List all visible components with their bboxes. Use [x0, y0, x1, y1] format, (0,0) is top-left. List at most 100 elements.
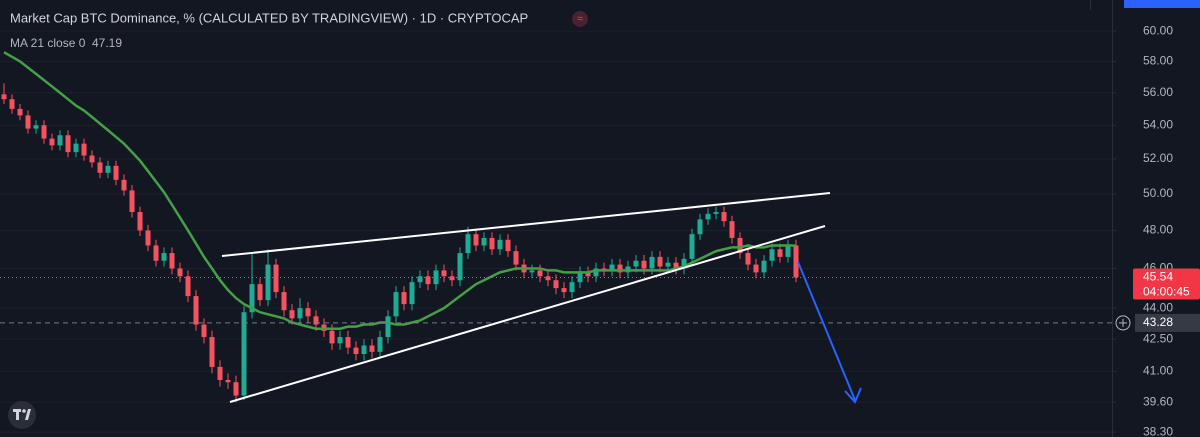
candle-body	[265, 264, 271, 301]
candle-body	[313, 316, 319, 325]
candle-body	[249, 284, 255, 313]
candle-body	[609, 264, 615, 271]
candle-body	[337, 337, 343, 344]
ma-last-value: 47.19	[92, 36, 122, 50]
ma-line	[3, 51, 797, 330]
candle-body	[657, 256, 663, 267]
candle-body	[769, 249, 775, 261]
candle-body	[65, 135, 71, 153]
top-marker[interactable]	[1124, 0, 1200, 8]
candle-body	[497, 239, 503, 250]
candle-body	[161, 253, 167, 261]
candle-body	[17, 108, 23, 116]
candle-body	[537, 270, 543, 277]
candle-body	[305, 308, 311, 317]
y-tick-label: 50.00	[1143, 186, 1173, 200]
candle-body	[649, 256, 655, 269]
candle-body	[329, 330, 335, 344]
candle-body	[393, 292, 399, 317]
candle-body	[729, 221, 735, 238]
crosshair-box	[1135, 313, 1200, 332]
candle-body	[641, 260, 647, 269]
candle-body	[273, 264, 279, 293]
candle-body	[745, 253, 751, 265]
candle-body	[473, 234, 479, 246]
candle-body	[57, 135, 63, 146]
candle-body	[425, 276, 431, 285]
last-price-box	[1133, 268, 1200, 300]
candle-body	[553, 280, 559, 289]
candle-body	[513, 251, 519, 265]
candle-body	[185, 276, 191, 297]
candle-body	[617, 264, 623, 273]
candle-body	[361, 345, 367, 354]
candle-body	[345, 337, 351, 348]
candle-body	[153, 245, 159, 261]
axis-labels: 60.0058.0056.0054.0052.0050.0048.0046.00…	[1112, 23, 1200, 437]
plot-area	[0, 51, 1112, 403]
candle-body	[193, 296, 199, 325]
candle-body	[201, 324, 207, 338]
candle-body	[793, 245, 799, 278]
candle-body	[585, 272, 591, 277]
candle-body	[465, 234, 471, 254]
candle-body	[241, 312, 247, 396]
logo[interactable]	[8, 401, 36, 429]
candle-body	[89, 155, 95, 163]
candle-body	[401, 292, 407, 305]
candle-body	[25, 115, 31, 129]
y-tick-label: 41.00	[1143, 363, 1173, 377]
y-tick-label: 42.50	[1143, 331, 1173, 345]
candle-body	[1, 94, 7, 100]
candle-body	[81, 143, 87, 156]
candle-body	[129, 190, 135, 213]
candle-body	[209, 337, 215, 367]
candle-body	[785, 245, 791, 257]
candle-body	[593, 268, 599, 277]
candle-body	[705, 213, 711, 220]
candle-body	[217, 366, 223, 381]
arrow-head	[844, 387, 862, 404]
candle-body	[121, 179, 127, 191]
countdown-label: 04:00:45	[1143, 285, 1190, 299]
y-tick-label: 54.00	[1143, 117, 1173, 131]
y-tick-label: 60.00	[1143, 23, 1173, 37]
candle-body	[569, 282, 575, 293]
chart-title: Market Cap BTC Dominance, % (CALCULATED …	[10, 10, 528, 25]
candle-body	[97, 162, 103, 173]
candle-body	[113, 165, 119, 180]
candle-body	[257, 284, 263, 301]
candle-body	[665, 262, 671, 267]
candle-body	[137, 212, 143, 231]
candle-body	[697, 219, 703, 235]
candle-body	[441, 270, 447, 277]
candle-body	[529, 270, 535, 273]
candle-body	[505, 239, 511, 252]
candle-body	[233, 382, 239, 396]
trend-line	[221, 192, 831, 257]
price-axis	[1113, 0, 1200, 437]
candle-body	[545, 276, 551, 281]
candle-body	[289, 310, 295, 319]
grid	[0, 30, 1112, 433]
candle-body	[41, 125, 47, 139]
candle-body	[409, 282, 415, 305]
indicator-icon[interactable]	[572, 11, 588, 27]
candle-body	[681, 258, 687, 269]
candle-body	[385, 316, 391, 338]
arrow	[797, 261, 856, 401]
y-tick-label: 48.00	[1143, 223, 1173, 237]
candle-body	[633, 260, 639, 267]
candle-body	[73, 143, 79, 153]
candle-body	[297, 308, 303, 319]
candle-body	[673, 262, 679, 269]
candle-body	[177, 268, 183, 277]
candle-body	[481, 237, 487, 246]
candle-body	[369, 345, 375, 352]
candle-body	[9, 99, 15, 109]
candle-body	[713, 212, 719, 214]
candle-body	[721, 212, 727, 222]
